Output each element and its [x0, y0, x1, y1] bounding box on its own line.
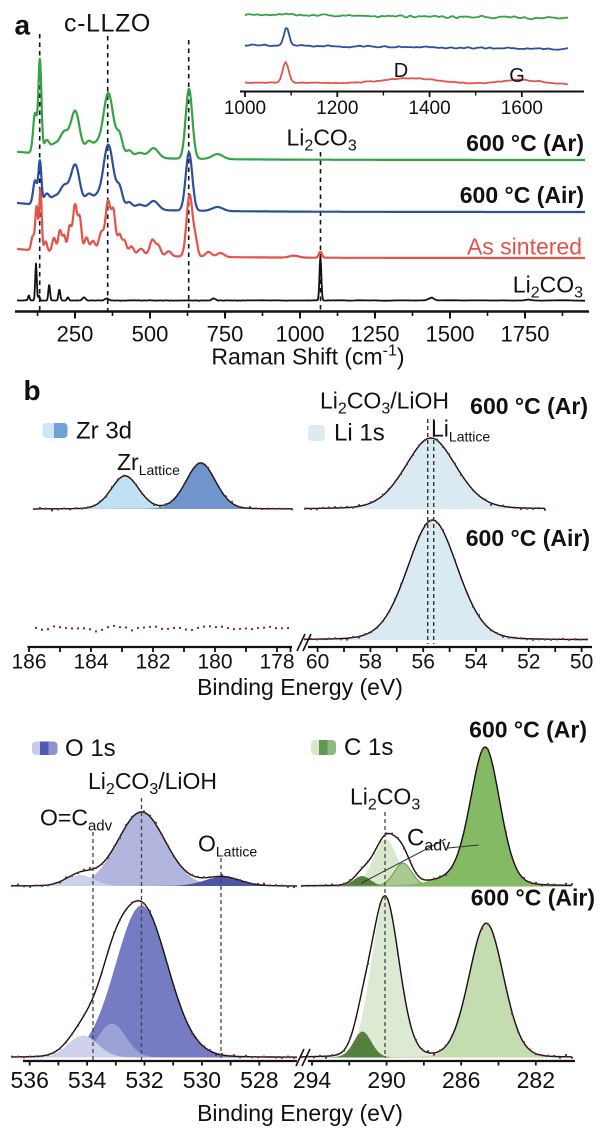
svg-text:ZrLattice: ZrLattice: [117, 449, 180, 478]
svg-text:LiLattice: LiLattice: [431, 416, 490, 445]
svg-text:Li2CO3: Li2CO3: [350, 784, 420, 814]
svg-text:600 °C (Air): 600 °C (Air): [466, 525, 590, 551]
svg-text:182: 182: [135, 651, 170, 674]
svg-text:1000: 1000: [276, 322, 325, 347]
svg-text:528: 528: [240, 1067, 278, 1093]
svg-text:1200: 1200: [316, 98, 358, 119]
svg-text:Binding Energy (eV): Binding Energy (eV): [197, 1100, 403, 1126]
svg-text:54: 54: [464, 651, 488, 674]
svg-text:1600: 1600: [501, 98, 543, 119]
svg-text:290: 290: [367, 1067, 405, 1093]
svg-text:750: 750: [207, 322, 244, 347]
svg-text:60: 60: [306, 651, 329, 674]
svg-text:As sintered: As sintered: [467, 234, 582, 260]
svg-text:286: 286: [442, 1067, 480, 1093]
svg-text:536: 536: [11, 1067, 49, 1093]
svg-text:C 1s: C 1s: [344, 734, 393, 761]
svg-text:a: a: [15, 10, 31, 41]
svg-text:600 °C (Air): 600 °C (Air): [460, 182, 584, 208]
svg-text:1000: 1000: [224, 98, 266, 119]
svg-text:G: G: [509, 65, 525, 87]
svg-text:600 °C (Ar): 600 °C (Ar): [466, 130, 584, 156]
svg-text:O=Cadv: O=Cadv: [40, 805, 113, 835]
svg-text:Li 1s: Li 1s: [334, 420, 385, 447]
svg-text:178: 178: [259, 651, 294, 674]
svg-text:O 1s: O 1s: [65, 735, 116, 762]
svg-text:Li2CO3: Li2CO3: [287, 125, 357, 155]
svg-text:Li2CO3/LiOH: Li2CO3/LiOH: [88, 768, 217, 798]
svg-text:294: 294: [293, 1067, 332, 1093]
svg-text:58: 58: [359, 651, 382, 674]
svg-text:186: 186: [11, 651, 46, 674]
svg-text:600 °C (Ar): 600 °C (Ar): [470, 393, 588, 419]
svg-text:1750: 1750: [501, 322, 550, 347]
svg-text:Zr 3d: Zr 3d: [76, 418, 132, 445]
svg-text:534: 534: [68, 1067, 107, 1093]
svg-text:1500: 1500: [426, 322, 475, 347]
svg-text:600 °C (Air): 600 °C (Air): [471, 885, 595, 911]
svg-text:1400: 1400: [408, 98, 450, 119]
svg-text:Cadv: Cadv: [407, 825, 450, 855]
svg-text:180: 180: [197, 651, 232, 674]
svg-text:50: 50: [570, 651, 593, 674]
svg-text:56: 56: [412, 651, 435, 674]
svg-text:250: 250: [57, 322, 94, 347]
svg-text:532: 532: [125, 1067, 163, 1093]
svg-text:530: 530: [183, 1067, 221, 1093]
svg-text:600 °C (Ar): 600 °C (Ar): [469, 717, 587, 743]
svg-text:OLattice: OLattice: [198, 831, 257, 860]
svg-text:Binding Energy (eV): Binding Energy (eV): [197, 674, 403, 700]
svg-text:282: 282: [517, 1067, 555, 1093]
svg-text:52: 52: [517, 651, 540, 674]
svg-text:Raman Shift (cm-1): Raman Shift (cm-1): [211, 343, 404, 370]
svg-text:1250: 1250: [351, 322, 400, 347]
svg-text:184: 184: [73, 651, 108, 674]
svg-text:Li2CO3/LiOH: Li2CO3/LiOH: [320, 388, 449, 418]
svg-text:b: b: [24, 375, 41, 406]
svg-text:c-LLZO: c-LLZO: [64, 10, 151, 38]
svg-text:D: D: [394, 60, 408, 82]
svg-text:Li2CO3: Li2CO3: [513, 272, 583, 302]
svg-text:500: 500: [132, 322, 169, 347]
